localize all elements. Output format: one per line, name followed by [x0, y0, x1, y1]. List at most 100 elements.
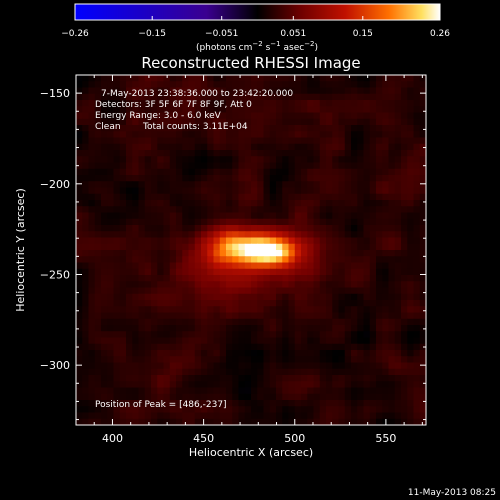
heatmap-cell — [251, 268, 258, 276]
heatmap-cell — [138, 193, 146, 201]
heatmap-cell — [407, 218, 415, 226]
heatmap-cell — [188, 356, 196, 364]
heatmap-cell — [119, 200, 127, 207]
heatmap-cell — [319, 75, 327, 82]
heatmap-cell — [301, 81, 308, 89]
heatmap-cell — [176, 206, 183, 214]
heatmap-cell — [213, 325, 221, 332]
heatmap-cell — [213, 375, 221, 382]
heatmap-cell — [369, 412, 377, 420]
heatmap-cell — [119, 212, 127, 220]
heatmap-cell — [94, 256, 102, 264]
heatmap-cell — [382, 87, 390, 95]
heatmap-cell — [238, 312, 246, 320]
heatmap-cell — [163, 312, 171, 320]
heatmap-cell — [419, 418, 426, 425]
heatmap-cell — [307, 200, 315, 207]
heatmap-cell — [182, 418, 190, 425]
heatmap-cell — [238, 162, 246, 170]
heatmap-cell — [94, 375, 102, 382]
heatmap-cell — [182, 87, 190, 95]
heatmap-cell — [288, 268, 296, 276]
heatmap-cell — [226, 393, 233, 401]
heatmap-cell — [301, 406, 308, 414]
heatmap-cell — [288, 412, 296, 420]
heatmap-cell — [394, 87, 402, 95]
heatmap-cell — [169, 112, 177, 120]
heatmap-cell — [294, 106, 302, 114]
heatmap-cell — [269, 137, 277, 145]
heatmap-cell — [226, 100, 233, 107]
heatmap-cell — [163, 325, 171, 332]
heatmap-cell — [351, 418, 358, 425]
heatmap-cell — [182, 350, 190, 357]
heatmap-cell — [357, 162, 365, 170]
heatmap-cell — [376, 281, 383, 289]
heatmap-cell — [282, 418, 290, 425]
heatmap-cell — [307, 193, 315, 201]
heatmap-cell — [319, 262, 327, 270]
heatmap-cell — [194, 287, 202, 295]
heatmap-cell — [88, 168, 96, 176]
heatmap-cell — [188, 168, 196, 176]
heatmap-cell — [413, 387, 421, 395]
heatmap-cell — [157, 112, 165, 120]
heatmap-cell — [232, 393, 240, 401]
heatmap-cell — [294, 393, 302, 401]
heatmap-cell — [132, 100, 140, 107]
heatmap-cell — [419, 293, 426, 301]
heatmap-cell — [401, 362, 408, 370]
heatmap-cell — [244, 337, 252, 345]
y-tick-label: −150 — [40, 87, 70, 100]
heatmap-cell — [232, 118, 240, 126]
heatmap-cell — [376, 256, 383, 264]
heatmap-cell — [344, 362, 352, 370]
heatmap-cell — [194, 100, 202, 107]
heatmap-cell — [319, 418, 327, 425]
heatmap-cell — [388, 406, 396, 414]
heatmap-cell — [401, 131, 408, 139]
heatmap-cell — [169, 281, 177, 289]
heatmap-cell — [357, 187, 365, 195]
heatmap-cell — [382, 143, 390, 151]
heatmap-cell — [119, 287, 127, 295]
heatmap-cell — [213, 206, 221, 214]
heatmap-cell — [307, 150, 315, 157]
heatmap-cell — [407, 168, 415, 176]
heatmap-cell — [163, 137, 171, 145]
heatmap-cell — [163, 125, 171, 132]
heatmap-cell — [257, 318, 265, 326]
heatmap-cell — [126, 231, 133, 239]
heatmap-cell — [138, 125, 146, 132]
heatmap-cell — [132, 93, 140, 101]
heatmap-cell — [82, 368, 90, 376]
heatmap-cell — [126, 350, 133, 357]
heatmap-cell — [213, 225, 221, 232]
heatmap-cell — [407, 243, 415, 251]
heatmap-cell — [219, 118, 227, 126]
heatmap-cell — [263, 281, 271, 289]
heatmap-cell — [407, 200, 415, 207]
heatmap-cell — [344, 275, 352, 282]
heatmap-cell — [307, 350, 315, 357]
heatmap-cell — [182, 412, 190, 420]
heatmap-cell — [113, 393, 121, 401]
heatmap-cell — [94, 356, 102, 364]
heatmap-cell — [282, 225, 290, 232]
heatmap-cell — [82, 275, 90, 282]
heatmap-cell — [301, 200, 308, 207]
heatmap-cell — [401, 125, 408, 132]
heatmap-cell — [419, 218, 426, 226]
heatmap-cell — [157, 400, 165, 407]
heatmap-cell — [382, 362, 390, 370]
heatmap-cell — [119, 262, 127, 270]
heatmap-cell — [413, 350, 421, 357]
heatmap-cell — [88, 112, 96, 120]
heatmap-cell — [338, 312, 346, 320]
heatmap-cell — [413, 187, 421, 195]
heatmap-cell — [119, 225, 127, 232]
heatmap-cell — [138, 118, 146, 126]
heatmap-cell — [144, 325, 152, 332]
heatmap-cell — [169, 237, 177, 245]
heatmap-cell — [101, 206, 108, 214]
